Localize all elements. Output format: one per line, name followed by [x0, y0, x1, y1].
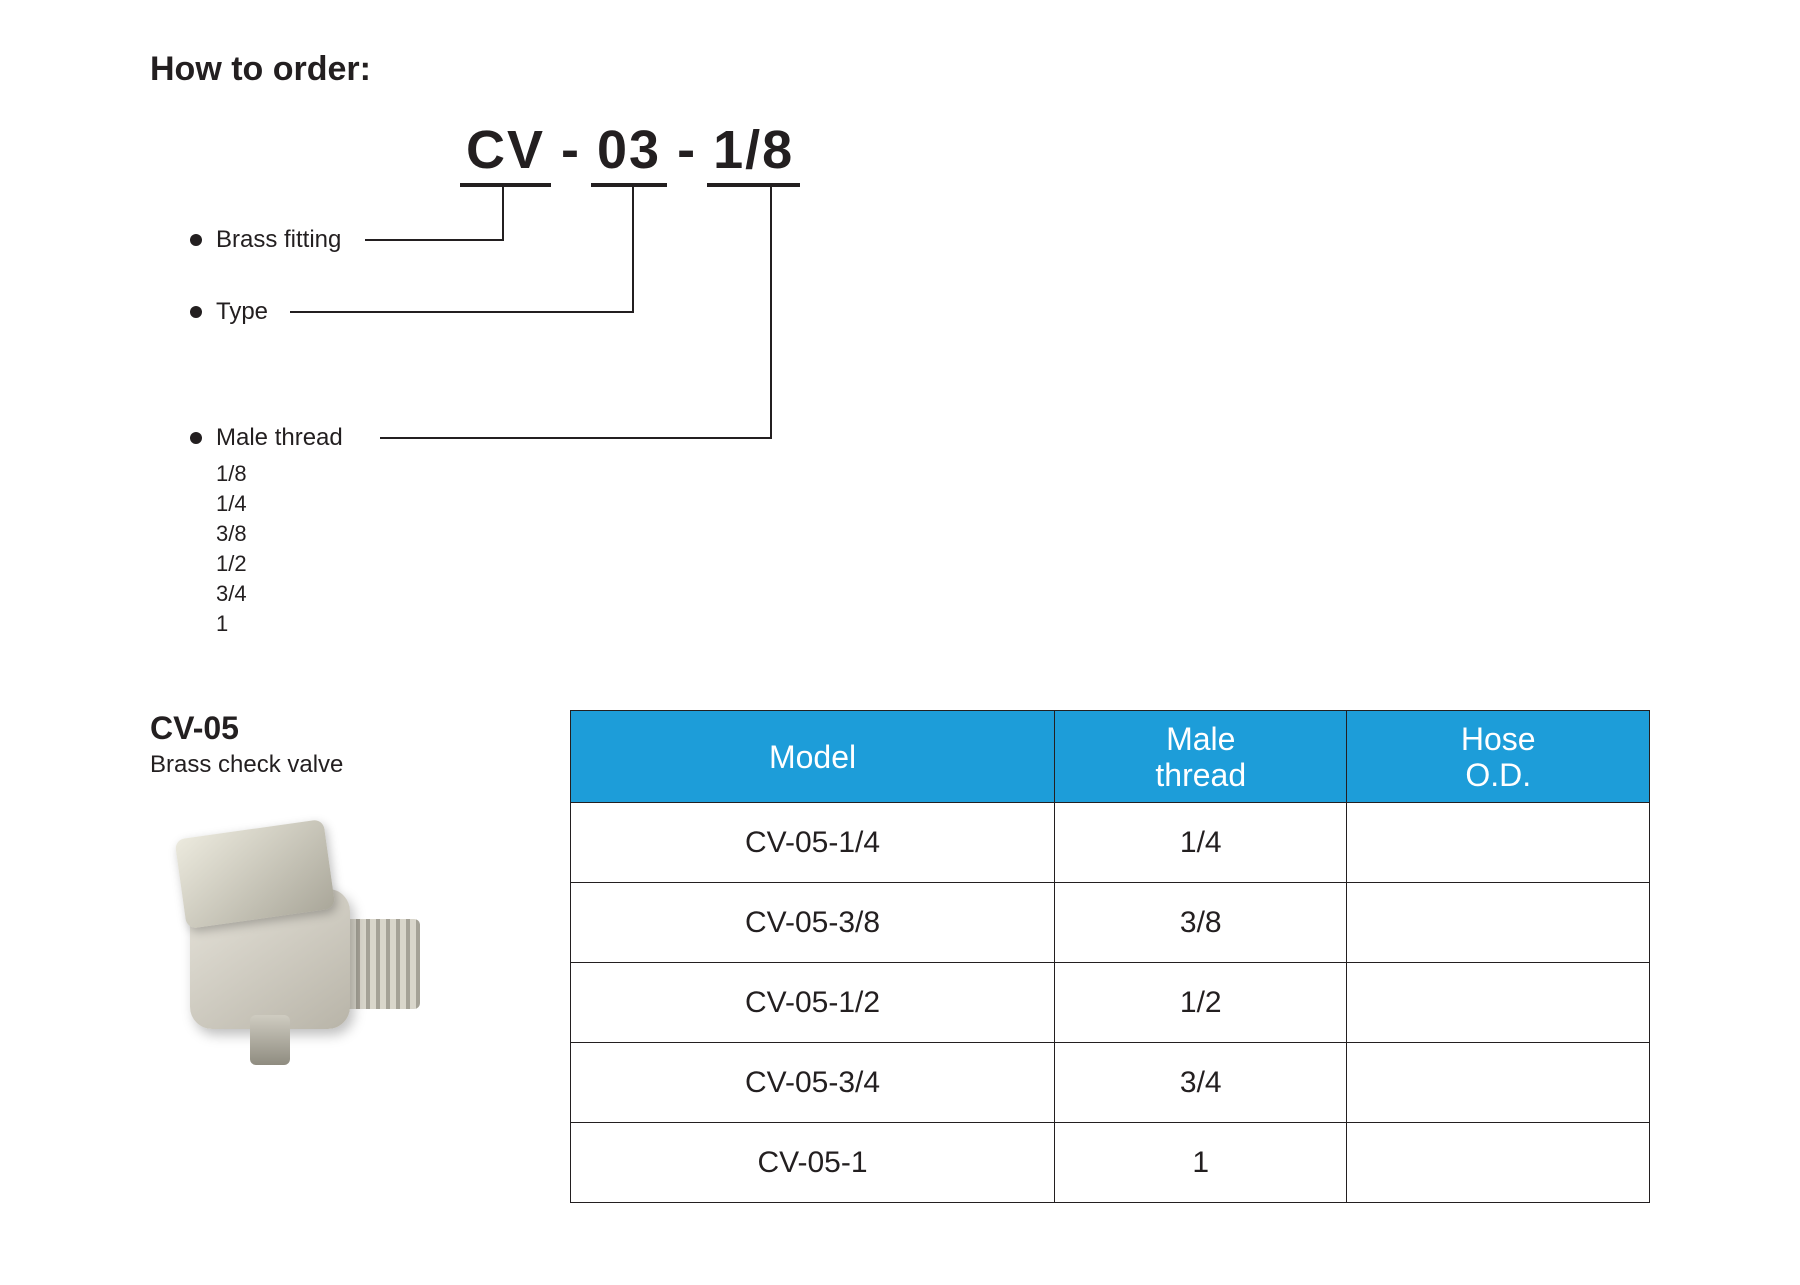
- order-code-diagram: CV - 03 - 1/8 Brass fitting Type Male th…: [190, 119, 1650, 679]
- header-model: Model: [571, 711, 1055, 803]
- size-option: 3/8: [216, 519, 343, 549]
- legend-male-thread-label: Male thread: [216, 423, 343, 453]
- cell-hose: [1347, 963, 1650, 1043]
- legend-brass-fitting-label: Brass fitting: [216, 225, 341, 255]
- cell-hose: [1347, 1123, 1650, 1203]
- cell-hose: [1347, 803, 1650, 883]
- cell-model: CV-05-1/2: [571, 963, 1055, 1043]
- code-seg-thread: 1/8: [707, 119, 800, 187]
- cell-thread: 3/8: [1055, 883, 1347, 963]
- table-row: CV-05-3/4 3/4: [571, 1043, 1650, 1123]
- cell-thread: 1: [1055, 1123, 1347, 1203]
- valve-port-icon: [250, 1015, 290, 1065]
- table-row: CV-05-1/4 1/4: [571, 803, 1650, 883]
- order-code: CV - 03 - 1/8: [460, 119, 800, 187]
- table-header-row: Model Male thread Hose O.D.: [571, 711, 1650, 803]
- cell-model: CV-05-1: [571, 1123, 1055, 1203]
- bullet-icon: [190, 234, 202, 246]
- size-option: 1/4: [216, 489, 343, 519]
- cell-hose: [1347, 883, 1650, 963]
- code-dash-2: -: [667, 119, 707, 181]
- table-row: CV-05-1 1: [571, 1123, 1650, 1203]
- legend-type-label: Type: [216, 297, 268, 327]
- spec-table: Model Male thread Hose O.D. CV-05-1/4 1/…: [570, 710, 1650, 1203]
- cell-thread: 1/4: [1055, 803, 1347, 883]
- product-image: [150, 809, 430, 1069]
- cell-model: CV-05-3/4: [571, 1043, 1055, 1123]
- legend-size-list: 1/8 1/4 3/8 1/2 3/4 1: [216, 459, 343, 639]
- header-male-thread: Male thread: [1055, 711, 1347, 803]
- cell-model: CV-05-1/4: [571, 803, 1055, 883]
- table-row: CV-05-3/8 3/8: [571, 883, 1650, 963]
- header-hose-od: Hose O.D.: [1347, 711, 1650, 803]
- cell-thread: 1/2: [1055, 963, 1347, 1043]
- bullet-icon: [190, 306, 202, 318]
- product-subtitle: Brass check valve: [150, 751, 510, 779]
- code-seg-type: 03: [591, 119, 667, 187]
- size-option: 1: [216, 609, 343, 639]
- size-option: 1/8: [216, 459, 343, 489]
- table-row: CV-05-1/2 1/2: [571, 963, 1650, 1043]
- size-option: 1/2: [216, 549, 343, 579]
- cell-hose: [1347, 1043, 1650, 1123]
- how-to-order-title: How to order:: [150, 50, 1650, 89]
- legend-brass-fitting: Brass fitting: [190, 225, 341, 255]
- code-dash-1: -: [551, 119, 591, 181]
- legend-type: Type: [190, 297, 268, 327]
- size-option: 3/4: [216, 579, 343, 609]
- cell-model: CV-05-3/8: [571, 883, 1055, 963]
- legend-male-thread: Male thread 1/8 1/4 3/8 1/2 3/4 1: [190, 423, 343, 639]
- cell-thread: 3/4: [1055, 1043, 1347, 1123]
- bullet-icon: [190, 432, 202, 444]
- code-seg-brass: CV: [460, 119, 551, 187]
- product-model: CV-05: [150, 710, 510, 747]
